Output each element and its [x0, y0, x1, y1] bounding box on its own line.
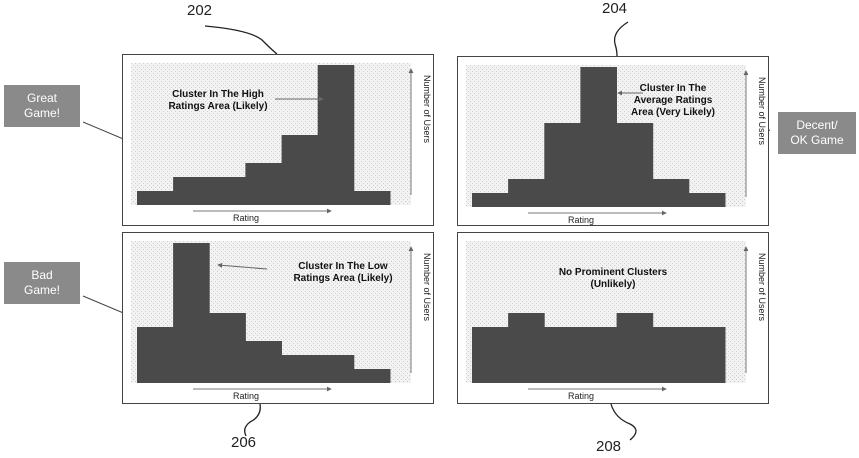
cluster-annotation: Cluster In The High Ratings Area (Likely…: [168, 89, 268, 112]
histogram-chart: [131, 241, 414, 392]
x-axis-label: Rating: [568, 215, 595, 225]
y-axis-label: Number of Users: [757, 253, 767, 322]
histogram-bar: [245, 163, 282, 205]
histogram-panel-high: Cluster In The High Ratings Area (Likely…: [122, 54, 434, 226]
histogram-bar: [652, 327, 690, 383]
histogram-bar: [688, 193, 726, 207]
histogram-bar: [580, 67, 617, 207]
x-axis-label: Rating: [233, 213, 260, 223]
y-axis-label: Number of Users: [422, 75, 432, 144]
histogram-chart: [131, 63, 414, 214]
histogram-bar: [137, 191, 174, 205]
histogram-bar: [317, 355, 355, 383]
histogram-panel-average: Cluster In The Average Ratings Area (Ver…: [457, 56, 769, 226]
histogram-bar: [281, 355, 319, 383]
histogram-bar: [508, 313, 545, 383]
histogram-panel-none: No Prominent Clusters (Unlikely) Rating Nu…: [457, 232, 769, 404]
histogram-chart: [466, 65, 749, 216]
cluster-annotation: Cluster In The Average Ratings Area (Ver…: [631, 83, 715, 118]
histogram-bar: [472, 193, 509, 207]
x-axis-label: Rating: [568, 391, 595, 401]
y-axis-label: Number of Users: [422, 253, 432, 322]
decent-game-callout: Decent/ OK Game: [778, 112, 856, 154]
ref-202: 202: [187, 2, 213, 19]
bad-game-callout: Bad Game!: [4, 262, 80, 304]
histogram-bar: [353, 191, 391, 205]
bad-game-label: Bad Game!: [23, 268, 60, 297]
histogram-bar: [209, 313, 246, 383]
histogram-bar: [544, 327, 581, 383]
histogram-chart: [466, 241, 749, 392]
histogram-bar: [353, 369, 391, 383]
histogram-bar: [508, 179, 545, 207]
histogram-bar: [173, 177, 210, 205]
histogram-bar: [688, 327, 726, 383]
histogram-bar: [209, 177, 246, 205]
histogram-bar: [544, 123, 581, 207]
histogram-bar: [281, 135, 319, 205]
cluster-annotation: Cluster In The Low Ratings Area (Likely): [293, 261, 393, 284]
histogram-bar: [245, 341, 282, 383]
histogram-bar: [317, 65, 355, 205]
histogram-bar: [173, 243, 210, 383]
histogram-bar: [652, 179, 690, 207]
histogram-bar: [580, 327, 617, 383]
histogram-bar: [472, 327, 509, 383]
great-game-callout: Great Game!: [4, 85, 80, 127]
x-axis-label: Rating: [233, 391, 260, 401]
annotation-arrow: [217, 262, 268, 270]
histogram-bar: [616, 313, 654, 383]
y-axis-label: Number of Users: [757, 77, 767, 146]
ref-204: 204: [602, 0, 628, 17]
histogram-bar: [616, 123, 654, 207]
histogram-panel-low: Cluster In The Low Ratings Area (Likely)…: [122, 232, 434, 404]
great-game-label: Great Game!: [23, 91, 60, 120]
decent-game-label: Decent/ OK Game: [790, 118, 844, 147]
histogram-bar: [137, 327, 174, 383]
ref-206: 206: [231, 434, 257, 451]
ref-208: 208: [596, 438, 622, 455]
cluster-annotation: No Prominent Clusters (Unlikely): [558, 267, 668, 290]
